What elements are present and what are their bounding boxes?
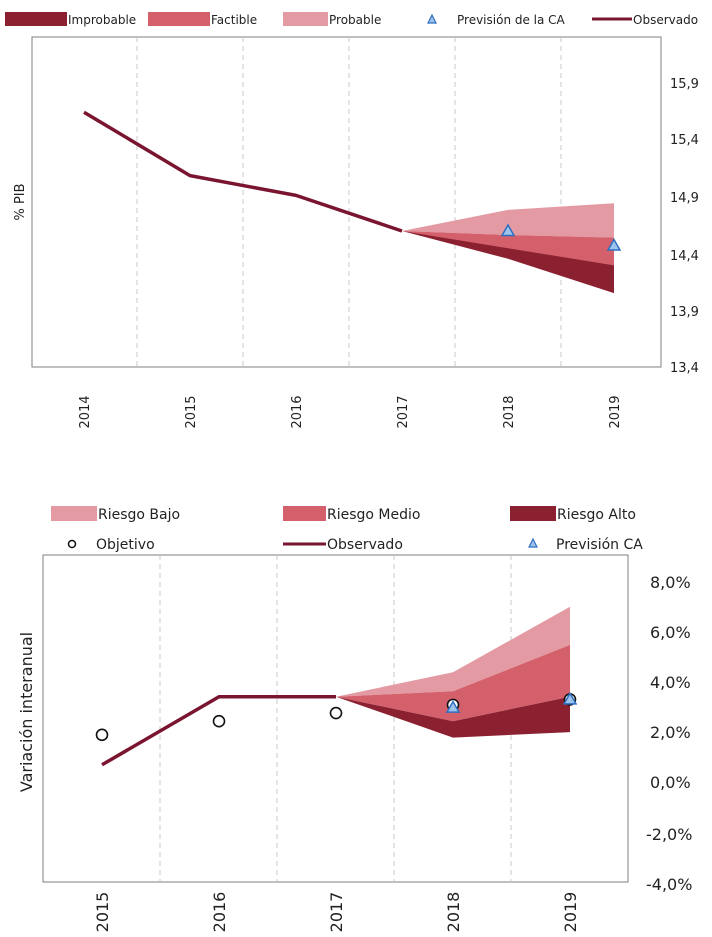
legend-swatch-riesgo-medio — [283, 506, 326, 521]
x-tick-label: 2014 — [78, 395, 93, 428]
x-tick-label: 2019 — [561, 892, 580, 933]
legend-label-riesgo-alto: Riesgo Alto — [557, 507, 636, 523]
chart-1-grid — [136, 37, 562, 367]
chart-1: Improbable Factible Probable Previsión d… — [5, 12, 699, 429]
y-tick-label: 8,0% — [650, 573, 691, 592]
chart-2-y-axis-title: Variación interanual — [17, 632, 36, 792]
x-tick-label: 2015 — [184, 395, 199, 428]
band-improbable — [402, 231, 614, 294]
y-tick-label: 0,0% — [650, 773, 691, 792]
legend-swatch-improbable — [5, 12, 67, 26]
chart-1-y-axis: 13,4 13,9 14,4 14,9 15,4 15,9 — [670, 77, 699, 376]
legend-label-prevision: Previsión de la CA — [457, 13, 566, 27]
x-tick-label: 2018 — [444, 892, 463, 933]
legend-label-observado: Observado — [327, 537, 403, 553]
x-tick-label: 2016 — [210, 892, 229, 933]
legend-label-riesgo-medio: Riesgo Medio — [327, 507, 420, 523]
marker-objetivo — [95, 728, 109, 742]
legend-label-probable: Probable — [329, 13, 381, 27]
band-riesgo-alto — [336, 696, 570, 738]
y-tick-label: 14,9 — [670, 191, 699, 206]
band-riesgo-bajo — [336, 606, 570, 697]
y-tick-label: 4,0% — [650, 673, 691, 692]
y-tick-label: -2,0% — [646, 825, 692, 844]
legend-label-factible: Factible — [211, 13, 257, 27]
x-tick-label: 2015 — [93, 892, 112, 933]
marker-prevision — [445, 700, 461, 713]
band-probable — [402, 203, 614, 238]
y-tick-label: 2,0% — [650, 723, 691, 742]
y-tick-label: 13,4 — [670, 361, 699, 376]
marker-objetivo — [329, 706, 343, 720]
chart-2-plot-frame — [42, 554, 629, 883]
chart-1-x-axis: 2014 2015 2016 2017 2018 2019 — [78, 395, 623, 428]
legend-marker-prevision — [528, 537, 538, 548]
legend-swatch-factible — [148, 12, 210, 26]
chart-2-x-axis: 2015 2016 2017 2018 2019 — [93, 892, 580, 933]
legend-label-objetivo: Objetivo — [96, 537, 155, 553]
legend-marker-prevision — [427, 13, 437, 24]
x-tick-label: 2017 — [327, 892, 346, 933]
chart-2-legend: Riesgo Bajo Riesgo Medio Riesgo Alto Obj… — [51, 506, 643, 553]
legend-swatch-probable — [283, 12, 328, 26]
y-tick-label: 15,4 — [670, 133, 699, 148]
x-tick-label: 2019 — [608, 395, 623, 428]
marker-prevision — [500, 223, 516, 237]
chart-1-legend: Improbable Factible Probable Previsión d… — [5, 12, 698, 27]
chart-2-bands — [336, 606, 570, 738]
chart-1-observed-line — [83, 110, 403, 233]
chart-1-markers — [500, 223, 622, 251]
x-tick-label: 2016 — [290, 395, 305, 428]
x-tick-label: 2017 — [396, 395, 411, 428]
legend-swatch-riesgo-bajo — [51, 506, 97, 521]
chart-1-y-axis-title: % PIB — [13, 183, 28, 220]
y-tick-label: 13,9 — [670, 305, 699, 320]
chart-2-y-axis: -4,0% -2,0% 0,0% 2,0% 4,0% 6,0% 8,0% — [646, 573, 692, 894]
y-tick-label: 14,4 — [670, 249, 699, 264]
chart-2: Riesgo Bajo Riesgo Medio Riesgo Alto Obj… — [17, 506, 692, 932]
y-tick-label: -4,0% — [646, 875, 692, 894]
marker-prevision — [562, 691, 578, 705]
chart-1-plot-frame — [31, 36, 662, 368]
x-tick-label: 2018 — [502, 395, 517, 428]
legend-label-riesgo-bajo: Riesgo Bajo — [98, 507, 180, 523]
y-tick-label: 15,9 — [670, 77, 699, 92]
y-tick-label: 6,0% — [650, 623, 691, 642]
legend-label-prevision: Previsión CA — [556, 537, 643, 553]
band-riesgo-medio — [336, 644, 570, 722]
legend-marker-objetivo — [67, 539, 77, 549]
chart-2-observed-line — [101, 694, 336, 767]
legend-label-observado: Observado — [633, 13, 698, 27]
chart-2-markers — [95, 691, 578, 742]
chart-1-bands — [402, 203, 614, 294]
series-line-observado — [83, 110, 403, 233]
legend-label-improbable: Improbable — [68, 13, 136, 27]
series-line-observado — [101, 694, 336, 767]
legend-swatch-riesgo-alto — [510, 506, 556, 521]
marker-prevision — [606, 238, 622, 251]
marker-objetivo — [212, 714, 226, 728]
